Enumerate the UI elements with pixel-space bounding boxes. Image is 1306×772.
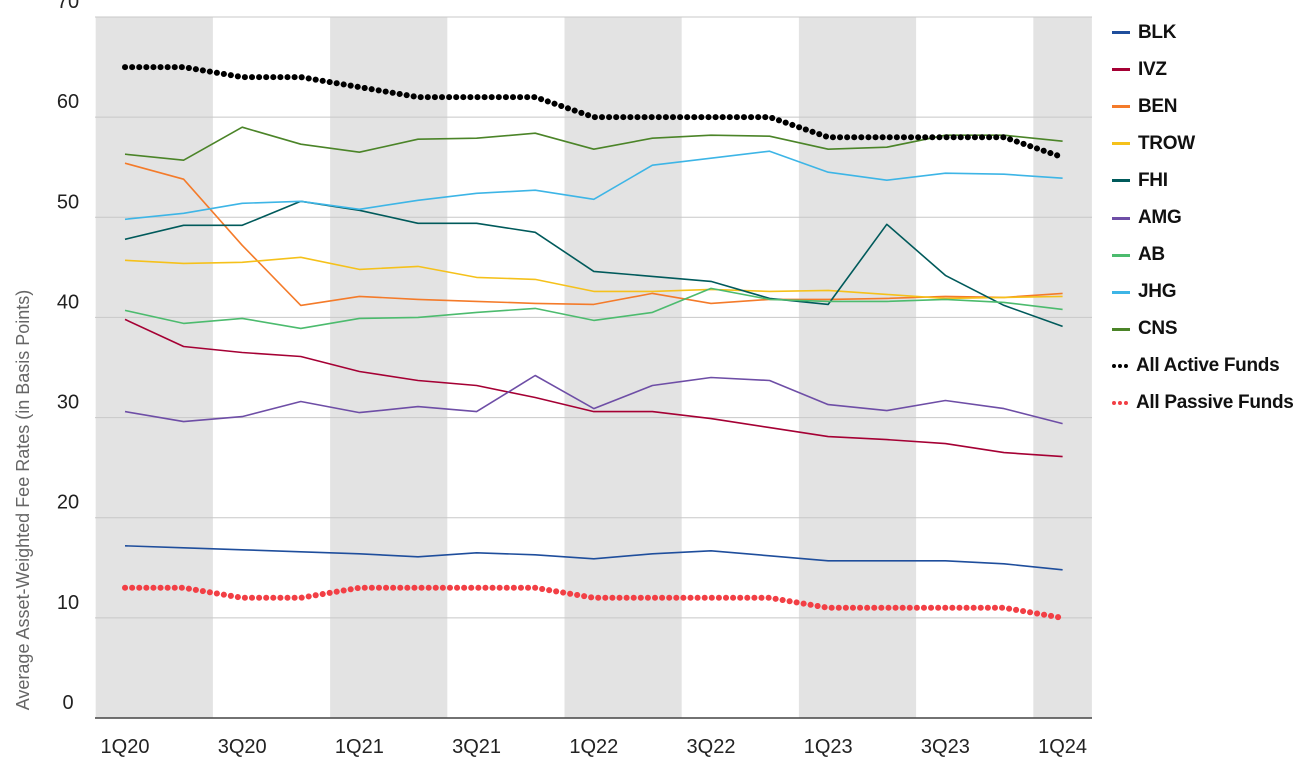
y-tick-label: 30 (57, 392, 79, 414)
x-tick-label: 3Q20 (218, 736, 267, 758)
legend-swatch (1112, 142, 1130, 146)
legend-label: AMG (1138, 207, 1182, 229)
legend-label: All Passive Funds (1136, 392, 1294, 414)
legend-item: BLK (1112, 14, 1294, 51)
series-line (124, 150, 1063, 221)
legend-item: BEN (1112, 88, 1294, 125)
series-line (124, 374, 1063, 425)
x-tick-label: 3Q23 (921, 736, 970, 758)
x-tick-label: 1Q21 (335, 736, 384, 758)
legend-label: All Active Funds (1136, 355, 1280, 377)
legend-label: BLK (1138, 21, 1177, 43)
legend-label: FHI (1138, 169, 1168, 191)
shaded-band (330, 17, 448, 718)
x-tick-label: 3Q21 (452, 736, 501, 758)
x-tick-label: 3Q22 (687, 736, 736, 758)
legend-swatch (1112, 216, 1130, 220)
y-tick-label: 0 (62, 692, 73, 714)
series-line (124, 318, 1063, 458)
shaded-band (798, 17, 917, 718)
legend-label: BEN (1138, 95, 1178, 117)
x-tick-label: 1Q20 (101, 736, 150, 758)
legend-swatch (1112, 364, 1128, 369)
legend-swatch (1112, 327, 1130, 331)
y-axis-label: Average Asset-Weighted Fee Rates (in Bas… (13, 290, 33, 711)
legend-item: AMG (1112, 199, 1294, 236)
legend-swatch (1112, 68, 1130, 72)
shaded-band (1033, 17, 1092, 718)
legend-label: CNS (1138, 318, 1178, 340)
legend-item: JHG (1112, 274, 1294, 311)
shaded-band (564, 17, 682, 718)
legend-item: FHI (1112, 162, 1294, 199)
legend-item: IVZ (1112, 51, 1294, 88)
legend-swatch (1112, 253, 1130, 257)
y-tick-label: 20 (57, 492, 79, 514)
shaded-bands (95, 17, 1092, 718)
series-line (124, 545, 1063, 571)
legend-label: TROW (1138, 132, 1195, 154)
x-tick-label: 1Q24 (1038, 736, 1087, 758)
series-line (122, 64, 1066, 161)
legend-item: CNS (1112, 311, 1294, 348)
legend-swatch (1112, 105, 1130, 109)
series-lines (122, 64, 1066, 621)
x-tick-label: 1Q23 (804, 736, 853, 758)
legend-item: All Passive Funds (1112, 385, 1294, 422)
y-tick-label: 70 (57, 0, 79, 13)
y-tick-label: 40 (57, 291, 79, 313)
y-tick-label: 10 (57, 592, 79, 614)
y-tick-label: 60 (57, 91, 79, 113)
legend: BLK IVZ BEN TROW FHI AMG AB JHG CNS All Active Fu… (1112, 14, 1294, 422)
legend-label: JHG (1138, 281, 1177, 303)
legend-item: TROW (1112, 125, 1294, 162)
series-line (124, 162, 1063, 307)
legend-label: AB (1138, 244, 1165, 266)
legend-swatch (1112, 290, 1130, 294)
legend-swatch (1112, 401, 1128, 406)
series-line (124, 287, 1063, 330)
series-line (122, 584, 1066, 621)
series-line (124, 256, 1063, 300)
legend-swatch (1112, 31, 1130, 35)
y-tick-label: 50 (57, 191, 79, 213)
legend-swatch (1112, 179, 1130, 183)
legend-item: All Active Funds (1112, 348, 1294, 385)
grid-lines (95, 16, 1092, 719)
x-axis-ticks: 1Q20 3Q20 1Q21 3Q21 1Q22 3Q22 1Q23 3Q23 1Q24 (101, 736, 1088, 758)
x-tick-label: 1Q22 (569, 736, 618, 758)
series-line (124, 126, 1063, 161)
legend-label: IVZ (1138, 58, 1167, 80)
legend-item: AB (1112, 237, 1294, 274)
y-axis-ticks: 0 10 20 30 40 50 60 70 (57, 0, 79, 714)
shaded-band (95, 17, 213, 718)
series-line (124, 200, 1063, 328)
